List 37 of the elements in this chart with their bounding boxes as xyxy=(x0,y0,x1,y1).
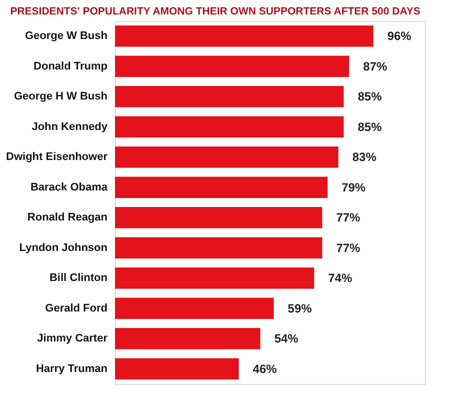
y-tick-label: Barack Obama xyxy=(30,181,108,194)
bar xyxy=(115,268,314,289)
bar xyxy=(115,207,322,228)
bar xyxy=(115,56,350,77)
y-tick-label: Bill Clinton xyxy=(49,272,108,284)
bar xyxy=(115,358,239,380)
y-tick-label: Lyndon Johnson xyxy=(19,242,108,254)
data-label: 87% xyxy=(363,59,388,74)
data-label: 54% xyxy=(274,332,299,346)
data-label: 46% xyxy=(252,362,278,376)
data-label: 59% xyxy=(288,301,312,316)
y-tick-label: Gerald Ford xyxy=(45,302,108,314)
bar xyxy=(115,116,344,138)
data-label: 83% xyxy=(352,150,377,164)
bar xyxy=(115,26,374,47)
data-label: 77% xyxy=(336,240,361,255)
bar xyxy=(115,298,274,319)
y-tick-label: Jimmy Carter xyxy=(37,332,108,345)
data-label: 79% xyxy=(342,180,366,194)
bar xyxy=(115,86,344,108)
bar xyxy=(115,146,338,168)
data-label: 74% xyxy=(328,271,352,286)
bar xyxy=(115,176,328,198)
y-tick-label: Dwight Eisenhower xyxy=(6,151,108,164)
bar xyxy=(115,237,322,258)
data-label: 77% xyxy=(336,210,361,225)
bar xyxy=(115,328,260,350)
data-label: 96% xyxy=(387,29,412,44)
data-label: 85% xyxy=(358,120,382,134)
y-tick-label: Harry Truman xyxy=(36,362,108,375)
y-tick-label: George W Bush xyxy=(24,30,108,42)
chart-title: PRESIDENTS' POPULARITY AMONG THEIR OWN SUPPORTERS AFTER 500 DAYS xyxy=(10,6,420,18)
y-tick-label: Donald Trump xyxy=(34,60,108,72)
y-tick-label: John Kennedy xyxy=(32,120,108,133)
y-tick-label: Ronald Reagan xyxy=(27,212,108,224)
data-label: 85% xyxy=(358,90,382,104)
y-tick-label: George H W Bush xyxy=(14,90,108,103)
